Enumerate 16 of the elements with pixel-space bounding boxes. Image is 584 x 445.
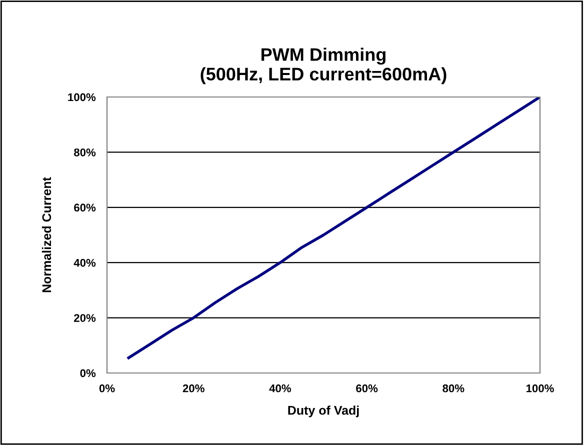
x-tick-label: 40%: [269, 384, 292, 392]
line-series: [127, 97, 540, 360]
x-tick-label: 0%: [99, 384, 115, 392]
chart-title: PWM Dimming (500Hz, LED current=600mA): [200, 48, 446, 84]
x-tick-label: 80%: [442, 384, 464, 392]
y-tick-label: 0%: [80, 369, 96, 378]
y-tick-label: 60%: [74, 204, 96, 212]
y-tick-label: 80%: [74, 148, 96, 156]
y-tick-label: 40%: [74, 258, 96, 267]
x-axis-title: Duty of Vadj: [288, 406, 359, 418]
y-tick-label: 20%: [74, 314, 96, 322]
x-tick-label: 20%: [182, 384, 204, 392]
y-axis-title: Normalized Current: [42, 177, 52, 292]
x-tick-label: 100%: [526, 384, 554, 392]
y-tick-label: 100%: [68, 93, 96, 102]
x-tick-label: 60%: [356, 384, 378, 392]
